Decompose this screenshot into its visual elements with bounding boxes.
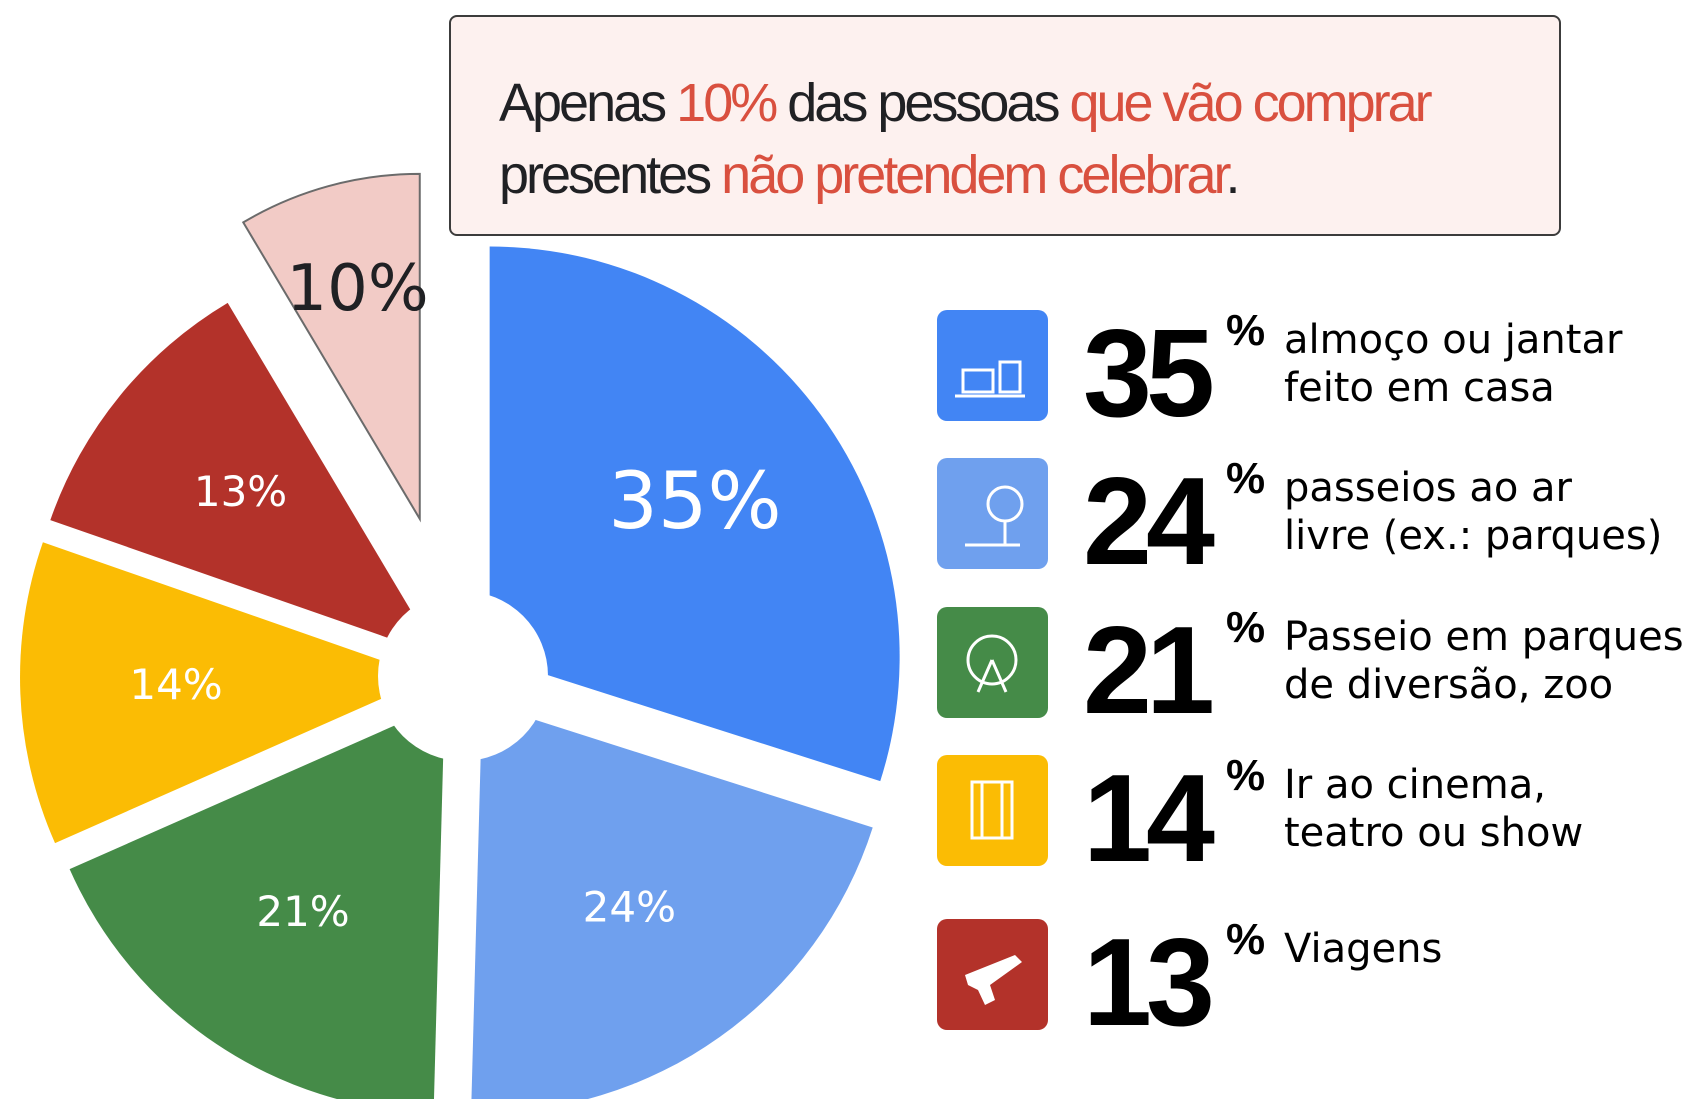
legend-label: Ir ao cinema, teatro ou show — [1284, 762, 1584, 856]
title-line: Apenas 10% das pessoas que vão comprar — [499, 67, 1559, 139]
legend-label: almoço ou jantar feito em casa — [1284, 317, 1623, 411]
legend-value: 35 — [1083, 305, 1215, 443]
pie-slice — [50, 302, 438, 656]
title-segment: presentes — [499, 145, 722, 205]
title-box: Apenas 10% das pessoas que vão comprar pr… — [449, 15, 1561, 236]
pie-slice — [241, 172, 421, 523]
legend-icon — [937, 310, 1048, 421]
icon-glyph — [998, 360, 1022, 394]
slice-label: 10% — [286, 252, 428, 326]
slice-label: 24% — [583, 883, 676, 932]
slice-label: 14% — [129, 660, 222, 709]
legend-label: Viagens — [1284, 926, 1443, 972]
legend-icon-bg — [937, 755, 1048, 866]
legend-unit: % — [1226, 454, 1266, 503]
pie-slice — [489, 246, 900, 782]
pie-slice — [20, 542, 431, 844]
icon-glyph — [980, 782, 1004, 838]
slice-label: 35% — [608, 457, 781, 547]
icon-glyph — [961, 368, 995, 394]
legend-icon-bg — [937, 310, 1048, 421]
title-segment: não pretendem celebrar — [721, 145, 1228, 205]
legend-icon — [937, 919, 1048, 1030]
legend-unit: % — [1226, 306, 1266, 355]
legend-unit: % — [1226, 751, 1266, 800]
legend-value: 21 — [1083, 602, 1215, 740]
legend-label: Passeio em parques de diversão, zoo — [1284, 614, 1684, 708]
legend-icon — [937, 755, 1048, 866]
pie-hole — [378, 591, 548, 761]
icon-glyph — [966, 634, 1018, 686]
title-segment: que vão comprar — [1069, 73, 1432, 133]
legend-label: passeios ao ar livre (ex.: parques) — [1284, 465, 1663, 559]
legend-unit: % — [1226, 603, 1266, 652]
icon-glyph — [965, 955, 1022, 1005]
title-line: presentes não pretendem celebrar. — [499, 139, 1559, 211]
slice-label: 13% — [194, 467, 287, 516]
slice-label: 21% — [256, 887, 349, 936]
pie-slice — [471, 702, 873, 1099]
title-segment: . — [1225, 145, 1241, 205]
icon-glyph — [976, 659, 1008, 693]
legend-value: 24 — [1083, 453, 1215, 591]
legend-value: 14 — [1083, 750, 1215, 888]
title-segment: das pessoas — [775, 73, 1070, 133]
legend-value: 13 — [1083, 914, 1215, 1052]
pie-slice — [69, 703, 445, 1099]
title-segment: 10% — [676, 73, 778, 133]
icon-glyph — [970, 780, 1014, 840]
legend-icon — [937, 607, 1048, 718]
legend-unit: % — [1226, 915, 1266, 964]
title-segment: Apenas — [499, 73, 677, 133]
legend-icon — [937, 458, 1048, 569]
